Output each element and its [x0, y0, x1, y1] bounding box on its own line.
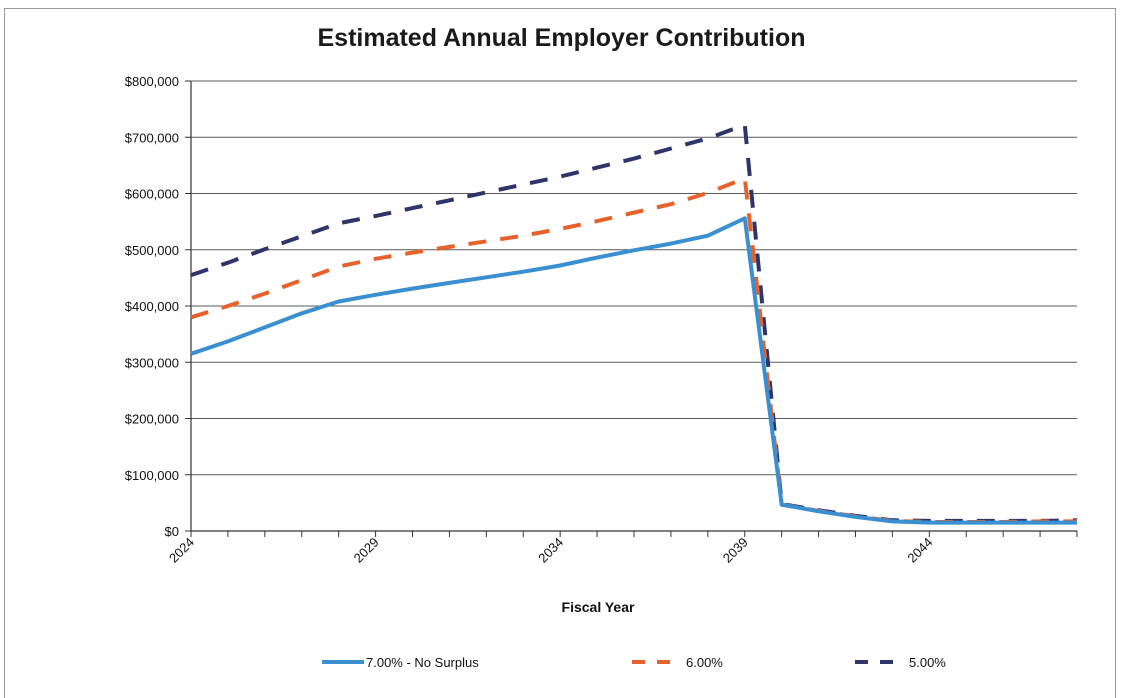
series-line: [190, 122, 1078, 523]
chart-frame: [4, 8, 1116, 698]
series-line: [190, 216, 1077, 525]
series-line: [190, 176, 1077, 524]
chart-title: Estimated Annual Employer Contribution: [317, 24, 806, 52]
y-axis-tick-labels: $0 $100,000 $200,000 $300,000 $400,000 $500,0…: [125, 74, 179, 539]
legend: 7.00% - No Surplus 6.00% 5.00%: [322, 655, 946, 670]
x-tick-label: 2044: [904, 535, 935, 566]
x-axis-tick-labels: 2024 2029 2034 2039 2044: [166, 535, 935, 566]
x-tick-label: 2039: [720, 535, 751, 566]
y-tick-label: $300,000: [125, 355, 179, 370]
y-tick-label: $0: [165, 524, 179, 539]
y-tick-label: $500,000: [125, 243, 179, 258]
x-axis-label: Fiscal Year: [562, 599, 635, 615]
x-tick-label: 2034: [535, 535, 566, 566]
legend-label: 6.00%: [686, 655, 723, 670]
x-tick-label: 2029: [351, 535, 382, 566]
y-tick-label: $100,000: [125, 468, 179, 483]
axes: [190, 81, 1078, 537]
x-tick-label: 2024: [166, 535, 197, 566]
series-lines: [190, 122, 1078, 525]
legend-label: 7.00% - No Surplus: [366, 655, 479, 670]
y-tick-label: $200,000: [125, 412, 179, 427]
y-tick-label: $800,000: [125, 74, 179, 89]
y-tick-label: $400,000: [125, 299, 179, 314]
legend-label: 5.00%: [909, 655, 946, 670]
y-tick-label: $600,000: [125, 187, 179, 202]
y-tick-label: $700,000: [125, 130, 179, 145]
